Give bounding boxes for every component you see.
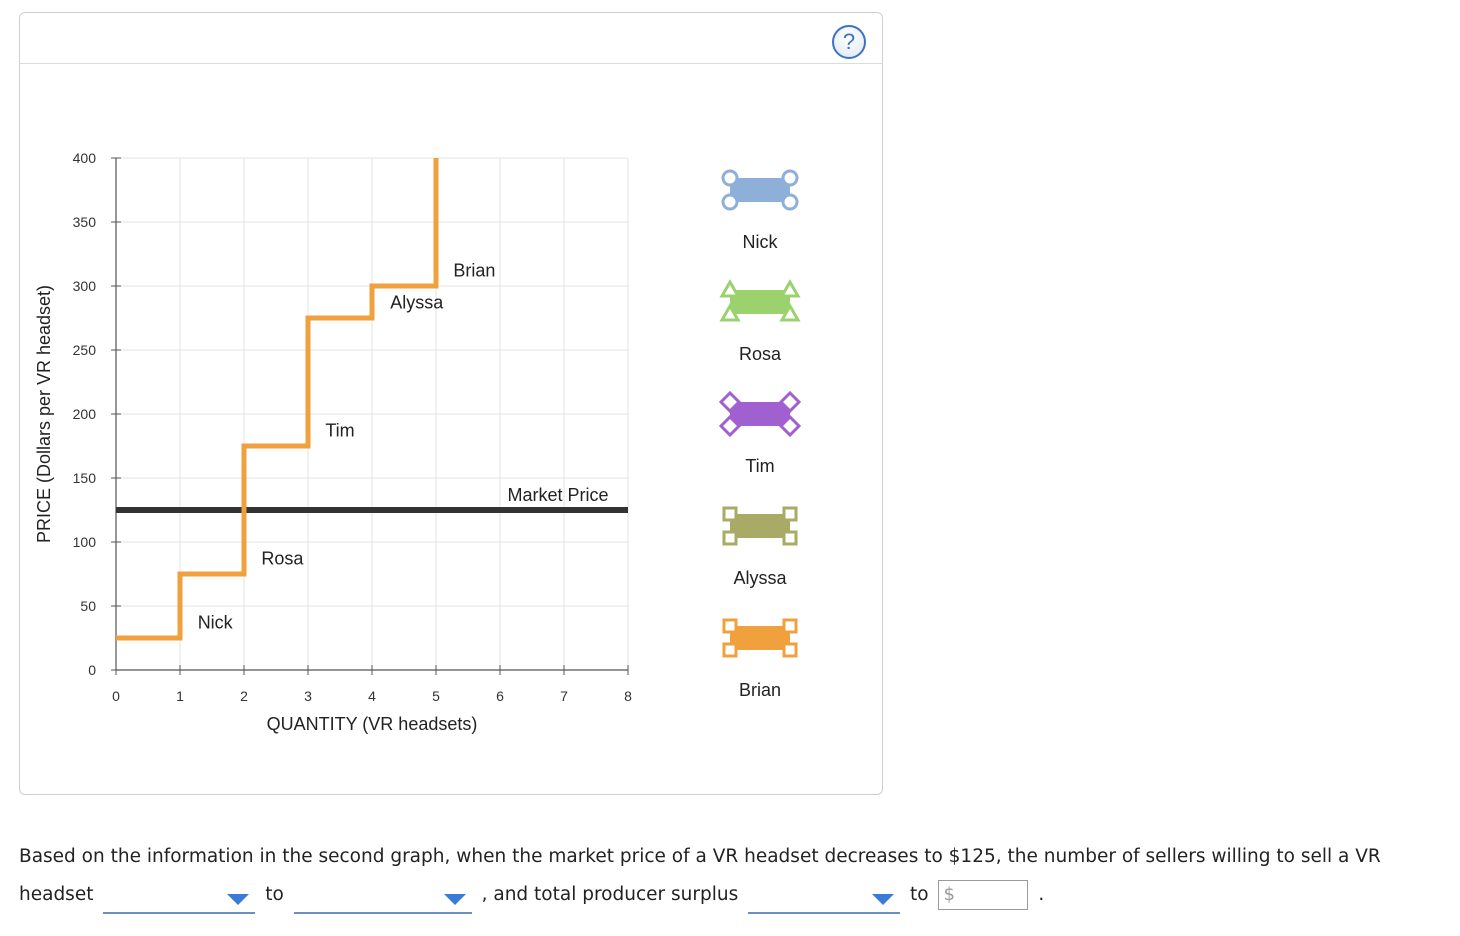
triangle-handle-icon bbox=[779, 278, 801, 298]
y-tick-label: 0 bbox=[88, 662, 96, 678]
circle-handle-icon bbox=[721, 169, 739, 187]
help-button[interactable]: ? bbox=[832, 25, 866, 59]
square-handle-icon bbox=[722, 530, 738, 546]
legend-swatch bbox=[730, 626, 790, 650]
legend-item-rosa[interactable]: Rosa bbox=[719, 278, 801, 364]
x-axis-title: QUANTITY (VR headsets) bbox=[267, 714, 478, 734]
circle-handle-icon bbox=[721, 193, 739, 211]
legend-swatch bbox=[730, 178, 790, 202]
y-axis-title: PRICE (Dollars per VR headset) bbox=[34, 285, 54, 543]
x-tick-label: 1 bbox=[176, 688, 184, 704]
y-tick-label: 350 bbox=[73, 214, 97, 230]
surplus-amount-input[interactable] bbox=[957, 883, 1026, 909]
diamond-handle-icon bbox=[718, 390, 742, 414]
x-tick-label: 4 bbox=[368, 688, 376, 704]
triangle-handle-icon bbox=[779, 302, 801, 322]
supply-chart: 0 50 100 150 200 250 300 350 400 0 1 2 3 4 5 6 7 8 QUANTIT… bbox=[34, 150, 802, 734]
question-end: . bbox=[1038, 884, 1045, 905]
seller-label-rosa: Rosa bbox=[261, 549, 304, 569]
currency-symbol: $ bbox=[943, 884, 955, 905]
seller-label-brian: Brian bbox=[453, 261, 495, 281]
chevron-down-icon bbox=[443, 894, 466, 905]
surplus-amount-field[interactable]: $ bbox=[938, 880, 1029, 910]
graph-panel: ? 0 50 100 150 200 250 300 350 400 0 1 2 3 4 5 6 7 8 QUANT… bbox=[19, 12, 883, 795]
x-tick-label: 7 bbox=[560, 688, 568, 704]
seller-label-alyssa: Alyssa bbox=[390, 293, 444, 313]
square-handle-icon bbox=[782, 506, 798, 522]
circle-handle-icon bbox=[781, 193, 799, 211]
y-tick-label: 100 bbox=[73, 534, 97, 550]
question-part-1: Based on the information in the second g… bbox=[19, 846, 1381, 905]
y-tick-label: 400 bbox=[73, 150, 97, 166]
y-tick-label: 300 bbox=[73, 278, 97, 294]
legend-swatch bbox=[730, 290, 790, 314]
question-text: Based on the information in the second g… bbox=[19, 838, 1449, 914]
circle-handle-icon bbox=[781, 169, 799, 187]
x-tick-label: 6 bbox=[496, 688, 504, 704]
seller-label-tim: Tim bbox=[325, 421, 354, 441]
y-tick-label: 200 bbox=[73, 406, 97, 422]
surplus-change-dropdown[interactable] bbox=[748, 882, 901, 914]
x-tick-label: 2 bbox=[240, 688, 248, 704]
diamond-handle-icon bbox=[718, 414, 742, 438]
square-handle-icon bbox=[722, 506, 738, 522]
legend-item-brian[interactable]: Brian bbox=[722, 618, 798, 700]
panel-header bbox=[20, 13, 882, 64]
legend-item-alyssa[interactable]: Alyssa bbox=[722, 506, 798, 588]
chevron-down-icon bbox=[872, 894, 895, 905]
triangle-handle-icon bbox=[719, 278, 741, 298]
y-tick-label: 50 bbox=[80, 598, 96, 614]
triangle-handle-icon bbox=[719, 302, 741, 322]
question-part-4: to bbox=[910, 884, 929, 905]
square-handle-icon bbox=[782, 530, 798, 546]
legend-label: Rosa bbox=[739, 344, 782, 364]
y-tick-label: 250 bbox=[73, 342, 97, 358]
square-handle-icon bbox=[782, 642, 798, 658]
x-tick-label: 8 bbox=[624, 688, 632, 704]
legend-swatch bbox=[730, 514, 790, 538]
diamond-handle-icon bbox=[778, 390, 802, 414]
market-price-label: Market Price bbox=[507, 485, 608, 505]
x-tick-label: 0 bbox=[112, 688, 120, 704]
chevron-down-icon bbox=[227, 894, 250, 905]
legend-label: Nick bbox=[743, 232, 779, 252]
sellers-change-dropdown[interactable] bbox=[103, 882, 256, 914]
y-tick-label: 150 bbox=[73, 470, 97, 486]
square-handle-icon bbox=[722, 618, 738, 634]
legend-item-nick[interactable]: Nick bbox=[721, 169, 799, 252]
diamond-handle-icon bbox=[778, 414, 802, 438]
legend-label: Tim bbox=[745, 456, 774, 476]
question-part-3: , and total producer surplus bbox=[481, 884, 739, 905]
x-tick-label: 5 bbox=[432, 688, 440, 704]
legend-label: Brian bbox=[739, 680, 781, 700]
legend-swatch bbox=[730, 402, 790, 426]
supply-curve bbox=[116, 158, 439, 641]
x-tick-label: 3 bbox=[304, 688, 312, 704]
question-part-2: to bbox=[265, 884, 284, 905]
sellers-number-dropdown[interactable] bbox=[293, 882, 472, 914]
legend-item-tim[interactable]: Tim bbox=[718, 390, 802, 476]
legend-label: Alyssa bbox=[733, 568, 787, 588]
square-handle-icon bbox=[722, 642, 738, 658]
seller-label-nick: Nick bbox=[198, 613, 234, 633]
square-handle-icon bbox=[782, 618, 798, 634]
